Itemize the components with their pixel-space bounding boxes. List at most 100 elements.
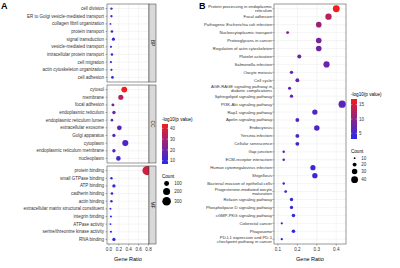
plot-frame <box>274 4 346 244</box>
label-line: cadherin binding <box>71 191 105 196</box>
grid-line <box>128 85 129 163</box>
strip-label: MF <box>150 201 156 208</box>
tick-label: 0.0 <box>106 247 113 252</box>
grid-line <box>107 224 149 225</box>
category-label: endoplasmic reticulum lumen <box>46 118 105 123</box>
dot <box>312 173 317 178</box>
axis-title: Gene Ratio <box>296 256 324 262</box>
tick <box>106 97 108 98</box>
dot <box>288 87 291 90</box>
dot <box>339 101 346 108</box>
grid-line <box>107 89 149 90</box>
category-label: ECM-receptor interaction <box>225 157 272 162</box>
category-label: extracellular exosome <box>60 125 104 130</box>
grid-line <box>297 4 298 244</box>
size-label: 200 <box>174 189 182 194</box>
grid-line <box>274 64 346 65</box>
marks <box>110 7 115 78</box>
tick <box>273 151 275 152</box>
dot <box>111 53 114 56</box>
label-line: Oocyte meiosis <box>243 70 272 75</box>
label-line: ECM-receptor interaction <box>225 157 272 162</box>
tick <box>273 64 275 65</box>
label-line: Regulation of actin cytoskeleton <box>213 46 273 51</box>
grid-line <box>274 239 346 240</box>
dot <box>111 192 114 195</box>
category-label: endoplasmic reticulum membrane <box>36 148 104 153</box>
facet: Protein processing in endoplasmicreticul… <box>204 4 346 244</box>
category-label: protein transport <box>71 29 105 34</box>
category-label: actin cytoskeleton organization <box>42 67 104 72</box>
category-label: cell adhesion <box>78 75 105 80</box>
tick <box>277 244 278 246</box>
dot <box>110 15 112 17</box>
label-line: endoplasmic reticulum membrane <box>36 148 104 153</box>
grid-line <box>277 4 278 244</box>
tick <box>106 231 108 232</box>
label-line: small GTPase binding <box>60 176 105 181</box>
tick <box>106 208 108 209</box>
dot <box>290 95 293 98</box>
legend-title: Count <box>351 149 364 154</box>
dot <box>110 61 112 63</box>
dot <box>109 223 111 225</box>
tick <box>106 16 108 17</box>
dot <box>297 54 301 58</box>
dot <box>281 238 283 240</box>
grid-line <box>274 223 346 224</box>
dot <box>110 46 112 48</box>
category-label: integrin binding <box>73 214 104 219</box>
label-line: checkpoint pathway in cancer <box>217 239 273 244</box>
dot <box>323 61 329 67</box>
dot <box>111 119 114 122</box>
grid-line <box>107 104 149 105</box>
plot-background <box>107 85 149 163</box>
colorbar-label: 15 <box>359 102 365 107</box>
category-label: Platelet activation <box>239 54 272 59</box>
grid-line <box>138 85 139 163</box>
strip <box>149 166 156 244</box>
tick <box>106 185 108 186</box>
grid-line <box>107 120 149 121</box>
label-line: Cellular senescence <box>234 141 272 146</box>
grid-line <box>274 40 346 41</box>
category-label: signal transduction <box>66 37 104 42</box>
label-line: endoplasmic reticulum <box>59 110 104 115</box>
size-label: 300 <box>174 199 182 204</box>
size-key <box>352 169 357 174</box>
dot <box>112 149 115 152</box>
tick <box>273 56 275 57</box>
tick <box>273 215 275 216</box>
tick <box>316 244 317 246</box>
dot <box>312 109 317 114</box>
label-line: Proteoglycans in cancer <box>227 38 272 43</box>
legend-title: -log10(p value) <box>351 92 382 97</box>
tick <box>106 224 108 225</box>
category-label: Phospholipase D signaling pathway <box>206 205 273 210</box>
label-line: serine/threonine kinase activity <box>42 229 104 234</box>
category-label: protein binding <box>74 168 104 173</box>
tick <box>106 135 108 136</box>
grid-line <box>107 158 149 159</box>
size-label: 40 <box>361 177 367 182</box>
tick <box>106 39 108 40</box>
grid-line <box>274 96 346 97</box>
dot <box>314 125 319 130</box>
colorbar-tick <box>356 104 357 105</box>
tick <box>148 244 149 246</box>
colorbar-tick <box>167 128 168 129</box>
category-label: PI3K-Akt signaling pathway <box>221 102 273 107</box>
category-label: Salmonella infection <box>235 62 273 67</box>
colorbar-tick <box>162 160 163 161</box>
category-label: Bacterial invasion of epithelial cells <box>207 181 272 186</box>
category-label: extracellular matrix structural constitu… <box>23 206 104 211</box>
tick-label: 0.2 <box>116 247 123 252</box>
category-label: Oocyte meiosis <box>243 70 272 75</box>
label-line: actin cytoskeleton organization <box>42 67 104 72</box>
tick <box>106 193 108 194</box>
dot <box>111 76 114 79</box>
label-line: diabetic complications <box>231 88 272 93</box>
category-label: small GTPase binding <box>60 176 105 181</box>
tick <box>273 16 275 17</box>
tick <box>273 88 275 89</box>
